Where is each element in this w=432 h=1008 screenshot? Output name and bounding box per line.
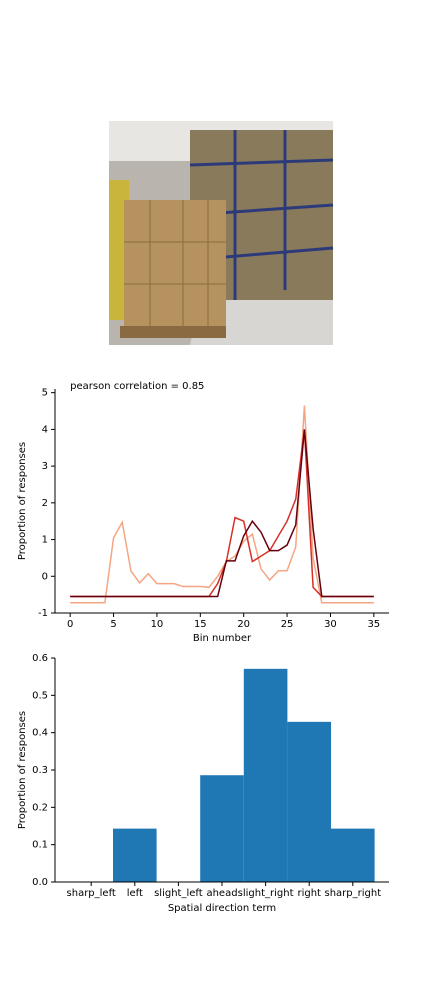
- x-tick-label: slight_right: [238, 888, 294, 899]
- x-tick-label: 0: [67, 619, 73, 630]
- x-tick-label: sharp_left: [67, 888, 116, 899]
- y-tick-label: 0.3: [32, 765, 48, 776]
- bar: [112, 828, 157, 882]
- y-tick-label: 4: [42, 424, 48, 435]
- bar: [243, 668, 288, 882]
- x-tick-label: 25: [281, 619, 294, 630]
- photo-boxes: [124, 200, 226, 328]
- y-tick-label: 0.4: [32, 728, 48, 739]
- y-axis-label: Proportion of responses: [17, 442, 28, 560]
- bar: [200, 775, 244, 882]
- line-series: [70, 429, 374, 598]
- x-tick-label: ahead: [206, 888, 237, 899]
- x-tick-label: left: [127, 888, 143, 899]
- y-tick-label: 5: [42, 388, 48, 399]
- y-tick-label: 0.5: [32, 690, 48, 701]
- x-tick-label: 30: [324, 619, 337, 630]
- photo-pallet: [120, 326, 226, 338]
- y-tick-label: 1: [42, 535, 48, 546]
- x-tick-label: 15: [194, 619, 207, 630]
- y-tick-label: 0.6: [32, 653, 48, 664]
- photo-box-edges: [124, 200, 226, 328]
- y-axis-label: Proportion of responses: [17, 711, 28, 829]
- x-tick-label: sharp_right: [324, 888, 381, 899]
- warehouse-photo: [109, 121, 334, 345]
- y-tick-label: 0.1: [32, 840, 48, 851]
- line-series: [70, 405, 374, 604]
- y-tick-label: 0: [42, 571, 48, 582]
- x-tick-label: 35: [367, 619, 380, 630]
- y-tick-label: 0.2: [32, 802, 48, 813]
- x-tick-label: slight_left: [154, 888, 203, 899]
- annotation: pearson correlation = 0.85: [70, 381, 204, 392]
- x-tick-label: 10: [151, 619, 164, 630]
- y-tick-label: 2: [42, 498, 48, 509]
- x-tick-label: right: [297, 888, 321, 899]
- bar: [331, 828, 375, 882]
- y-tick-label: 0.0: [32, 877, 48, 888]
- x-tick-label: 5: [110, 619, 116, 630]
- x-axis-label: Spatial direction term: [168, 903, 276, 914]
- x-tick-label: 20: [237, 619, 250, 630]
- x-axis-label: Bin number: [193, 633, 252, 644]
- bar: [287, 721, 332, 882]
- y-tick-label: -1: [38, 608, 48, 619]
- y-tick-label: 3: [42, 461, 48, 472]
- line-series: [70, 429, 374, 598]
